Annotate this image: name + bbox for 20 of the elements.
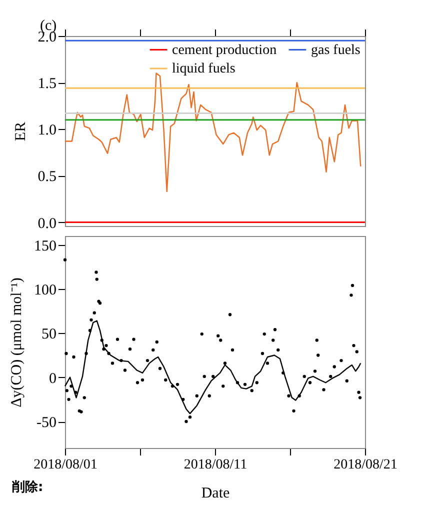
text: 削除: — [12, 479, 44, 496]
ref-line-label: gas fuels — [311, 42, 360, 58]
y-axis-title: ER — [12, 122, 29, 142]
x-tick-label: 2018/08/21 — [334, 458, 398, 472]
y-tick-label: 0.5 — [38, 169, 56, 186]
x-axis-title: Date — [201, 486, 230, 502]
y-tick-label: 0.0 — [38, 216, 56, 232]
x-tick-label: 2018/08/01 — [34, 458, 98, 472]
y-tick-label: 0 — [49, 370, 56, 387]
y-tick-label: 50 — [42, 326, 56, 343]
y-tick-label: 150 — [34, 238, 56, 254]
legend-label: liquid fuels — [172, 62, 236, 76]
x-tick-label: 2018/08/11 — [184, 458, 248, 472]
y-tick-label: 1.5 — [38, 76, 56, 92]
legend-label: cement production — [172, 42, 277, 58]
y-axis-title: Δy(CO) (μmol mol⁻¹) — [9, 278, 25, 408]
line-series — [64, 320, 362, 414]
y-tick-label: 100 — [34, 282, 56, 298]
y-tick-label: 1.0 — [38, 122, 56, 139]
y-tick-label: -50 — [36, 415, 56, 431]
